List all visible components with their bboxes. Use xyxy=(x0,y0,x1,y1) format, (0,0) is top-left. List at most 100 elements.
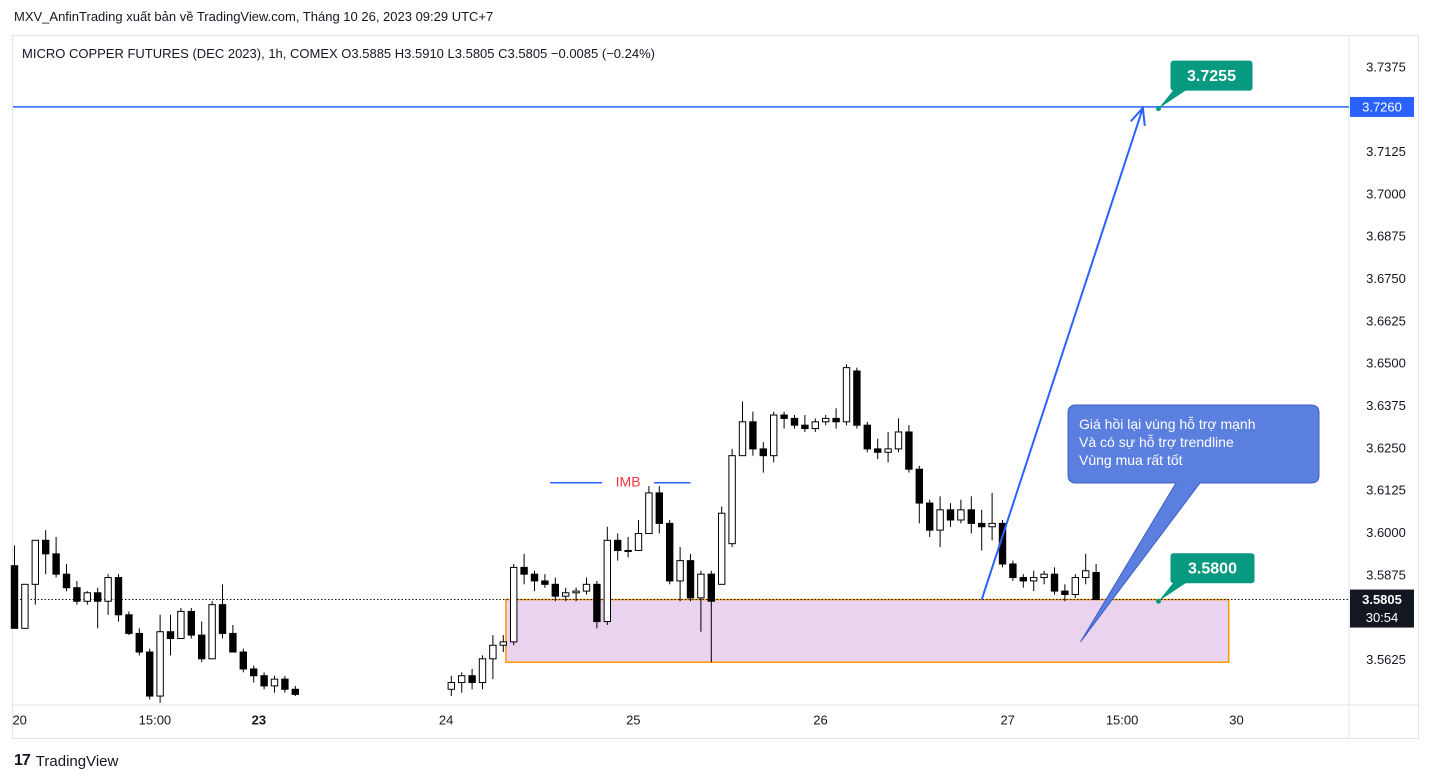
candle xyxy=(1040,570,1048,585)
candle xyxy=(749,411,757,456)
candle xyxy=(770,411,778,463)
candle xyxy=(603,526,611,625)
candle xyxy=(135,628,144,656)
candle-body xyxy=(749,421,757,450)
candle xyxy=(218,584,227,639)
candle-body xyxy=(988,522,996,528)
candle-body xyxy=(811,421,819,430)
y-tick-label: 3.7375 xyxy=(1366,59,1406,74)
y-tick-label: 3.6875 xyxy=(1366,229,1406,244)
y-tick-label: 3.5875 xyxy=(1366,567,1406,582)
candle-body xyxy=(1040,573,1048,579)
candle-body xyxy=(790,417,799,426)
candle xyxy=(655,486,663,534)
support-tag-label: 3.5800 xyxy=(1188,560,1237,577)
candle-body xyxy=(83,592,91,602)
target-tag-label: 3.7255 xyxy=(1187,68,1236,85)
candle-body xyxy=(94,592,102,602)
arrow-head xyxy=(1130,105,1146,126)
candle-body xyxy=(218,604,227,634)
candle xyxy=(790,415,799,429)
candle-body xyxy=(125,614,133,634)
candle xyxy=(520,553,528,585)
candle xyxy=(780,411,788,429)
candle xyxy=(853,367,861,429)
candle-body xyxy=(822,417,830,423)
support-tag-anchor xyxy=(1156,598,1161,604)
candle xyxy=(166,614,175,656)
candle xyxy=(666,519,674,585)
x-tick-label: 15:00 xyxy=(139,712,172,727)
candle xyxy=(624,536,632,558)
candle xyxy=(957,499,965,524)
candle xyxy=(1019,574,1027,588)
candle xyxy=(260,672,268,690)
support-tag-pointer xyxy=(1158,581,1189,602)
candle xyxy=(634,519,643,551)
candle xyxy=(936,496,944,548)
arrow-shaft xyxy=(980,107,1144,600)
candle xyxy=(905,425,913,473)
candle-body xyxy=(520,566,528,575)
candle-body xyxy=(1082,570,1090,579)
candle xyxy=(978,509,986,551)
target-price-tag[interactable]: 3.7255 xyxy=(1156,60,1253,112)
candle xyxy=(510,564,518,646)
candle xyxy=(1061,584,1069,602)
candle-body xyxy=(655,492,663,524)
candle xyxy=(541,574,549,588)
candle xyxy=(250,665,258,683)
tradingview-brand[interactable]: 17 TradingView xyxy=(14,752,118,770)
candle xyxy=(697,570,705,632)
x-axis-ticks: 20 15:00 23 24 25 26 27 15:00 30 xyxy=(12,712,1243,727)
candle-body xyxy=(510,566,518,643)
target-axis-text: 3.7260 xyxy=(1362,99,1402,114)
candle-body xyxy=(291,688,300,695)
candle xyxy=(270,675,279,693)
candle xyxy=(926,499,934,537)
candle-body xyxy=(187,610,196,636)
candle xyxy=(83,591,91,605)
candle-body xyxy=(208,604,216,660)
candle-body xyxy=(10,565,19,629)
analysis-callout[interactable]: Giá hồi lại vùng hỗ trợ mạnh Và có sự hỗ… xyxy=(1067,404,1320,643)
candle-body xyxy=(458,675,466,684)
brand-name: TradingView xyxy=(35,752,119,770)
candle-body xyxy=(572,590,580,594)
target-tag-pointer xyxy=(1158,88,1189,109)
target-tag-box xyxy=(1170,60,1253,91)
candle-body xyxy=(1061,590,1069,595)
candle-body xyxy=(738,421,747,457)
candle xyxy=(198,621,206,663)
candle-body xyxy=(1050,573,1059,592)
candle-body xyxy=(478,658,487,684)
last-axis-box xyxy=(1350,589,1414,628)
candle-body xyxy=(624,549,632,552)
candle xyxy=(104,574,112,615)
candle-body xyxy=(1030,577,1038,582)
candle xyxy=(967,496,975,534)
candle-body xyxy=(853,370,861,426)
candle-body xyxy=(936,509,944,531)
candle xyxy=(187,608,196,639)
candle xyxy=(593,580,601,629)
y-tick-label: 3.6625 xyxy=(1366,313,1406,328)
imb-label: IMB xyxy=(616,473,641,489)
support-zone[interactable] xyxy=(505,598,1230,663)
candle-body xyxy=(468,675,476,684)
candle xyxy=(31,539,39,605)
candle-body xyxy=(728,455,736,545)
candle-body xyxy=(166,631,175,639)
candle-body xyxy=(967,509,975,524)
candle xyxy=(863,421,871,453)
candle-body xyxy=(634,533,643,551)
candle-body xyxy=(1019,577,1027,582)
candle-body xyxy=(1092,571,1100,601)
candle-body xyxy=(957,509,965,521)
y-tick-label: 3.7125 xyxy=(1366,144,1406,159)
candle-body xyxy=(894,431,903,450)
projection-arrow[interactable] xyxy=(980,105,1146,600)
support-price-tag[interactable]: 3.5800 xyxy=(1156,553,1255,604)
target-axis-box xyxy=(1350,96,1414,117)
